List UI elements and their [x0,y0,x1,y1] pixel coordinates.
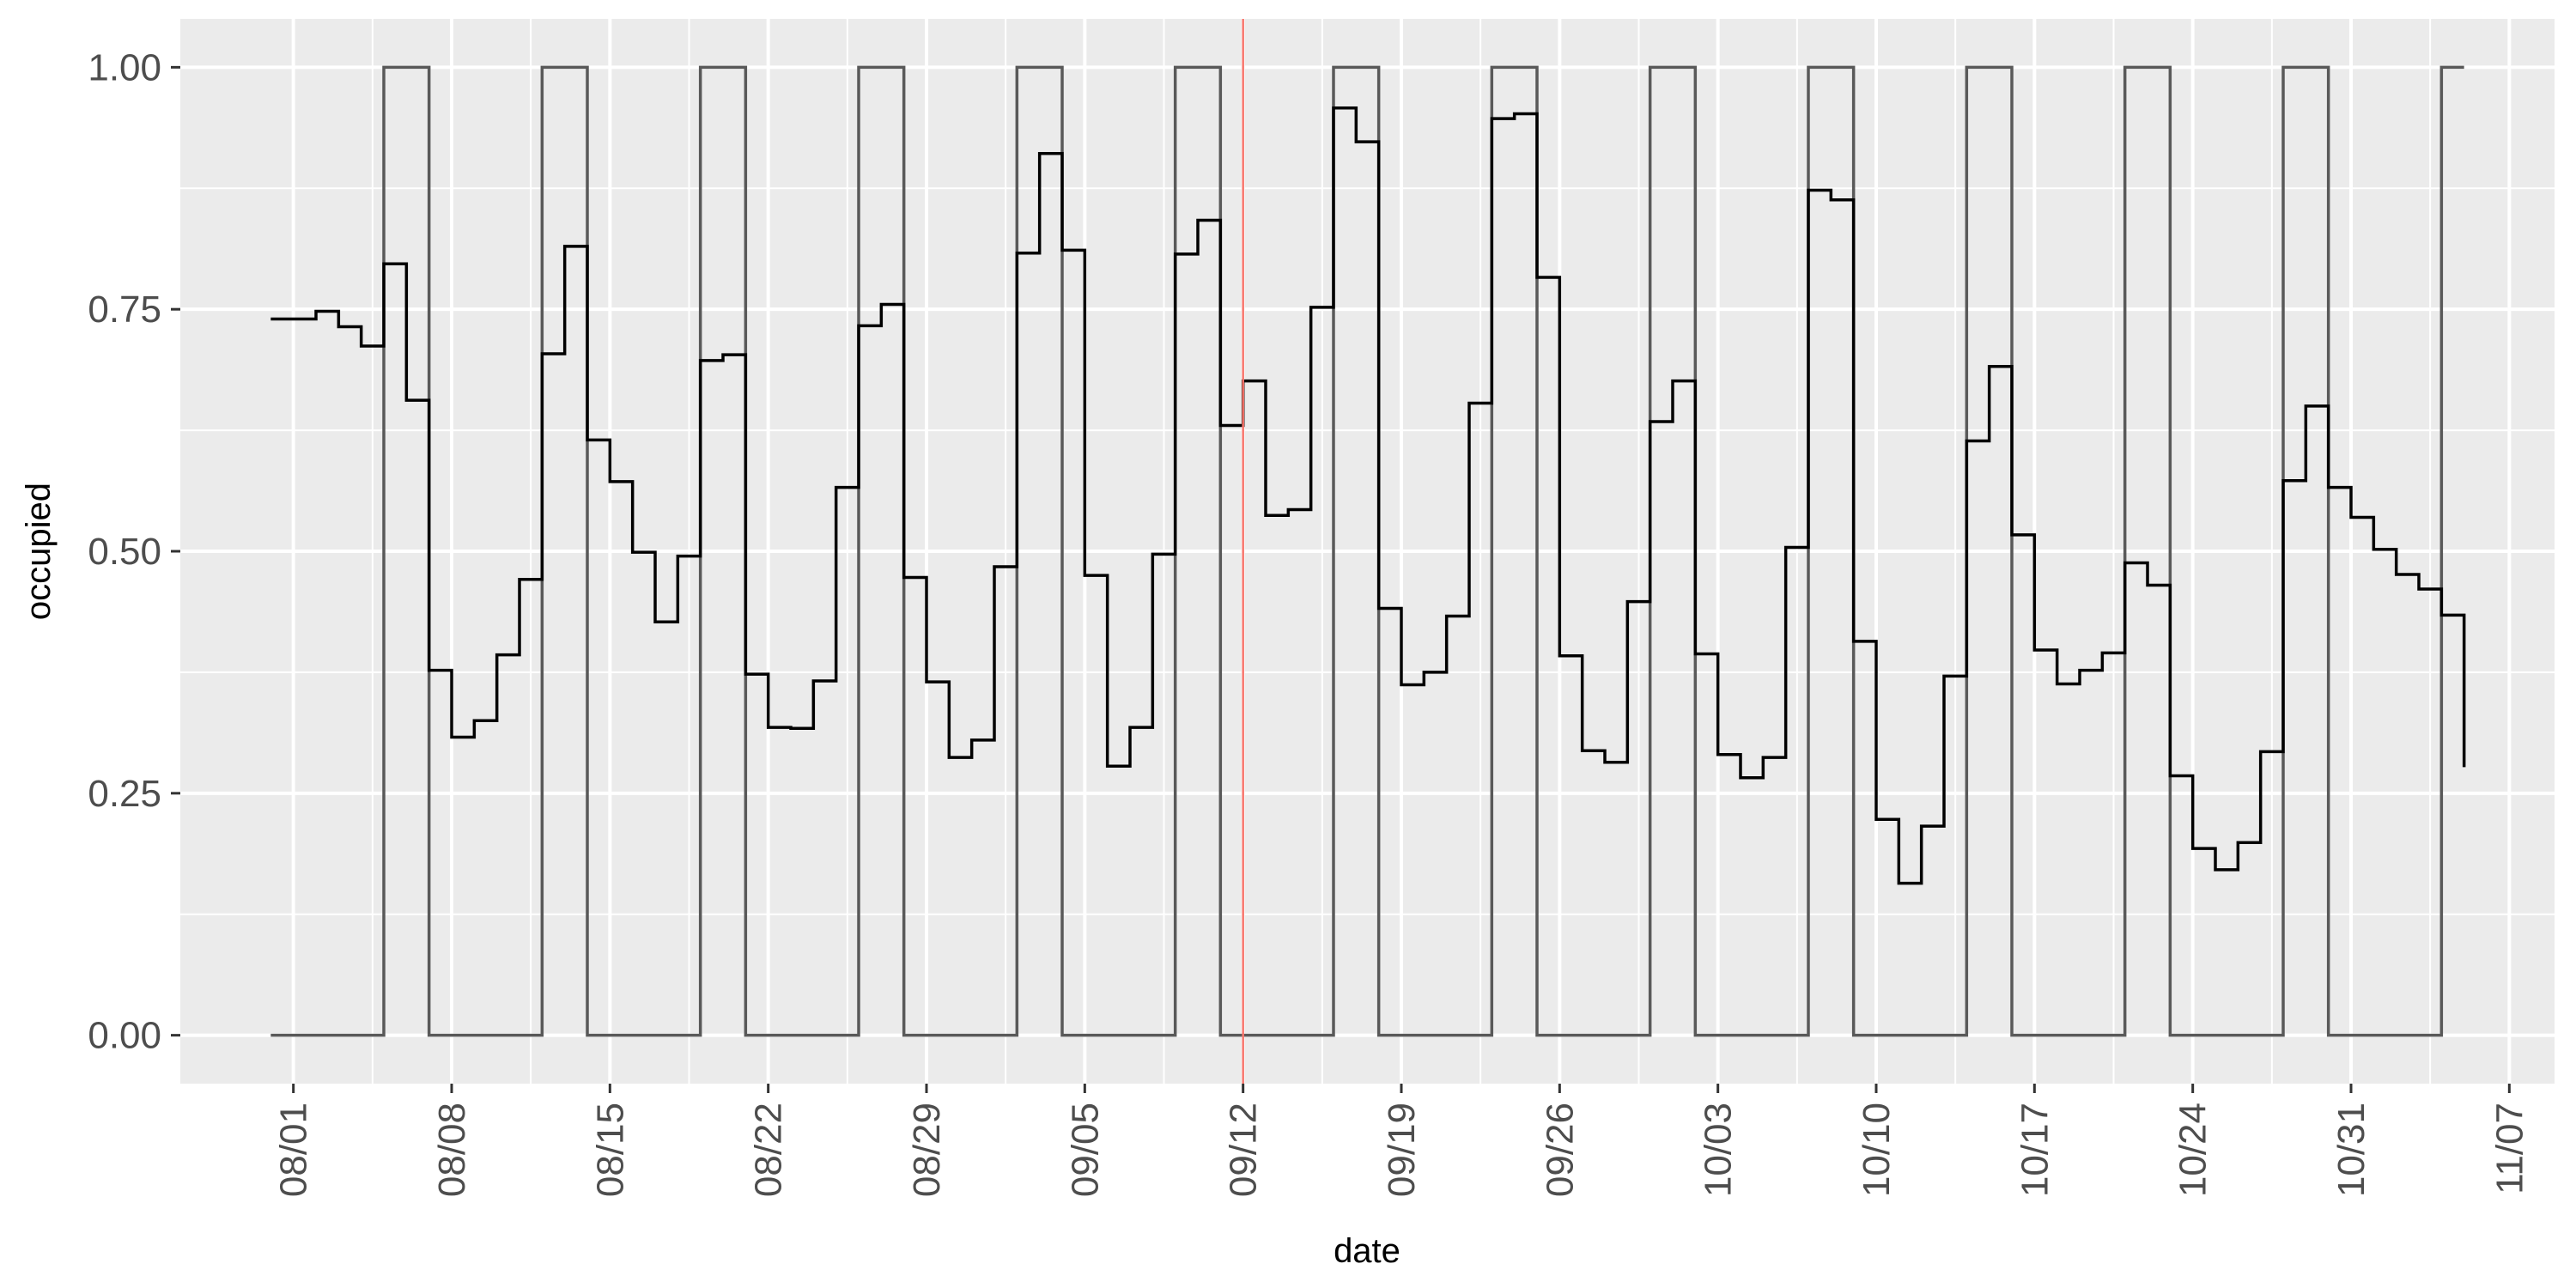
x-tick-label: 10/03 [1698,1103,1740,1197]
x-tick-label: 10/24 [2172,1103,2215,1197]
x-tick-label: 10/17 [2014,1103,2056,1197]
y-tick-label: 0.75 [88,289,161,331]
x-tick-label: 09/05 [1064,1103,1106,1197]
x-tick-label: 08/29 [906,1103,948,1197]
y-tick-label: 0.50 [88,531,161,573]
x-tick-label: 08/01 [273,1103,315,1197]
x-tick-label: 10/10 [1856,1103,1898,1197]
x-tick-label: 11/07 [2488,1103,2530,1194]
series-layer [270,65,2466,1037]
occupied-series-line [270,106,2466,885]
x-tick-label: 09/12 [1223,1103,1265,1197]
major-gridlines [180,19,2555,1084]
y-tick-label: 1.00 [88,46,161,88]
x-tick-label: 09/26 [1539,1103,1581,1197]
x-tick-label: 10/31 [2330,1103,2372,1197]
x-tick-label: 08/22 [748,1103,790,1197]
x-tick-label: 09/19 [1381,1103,1423,1197]
x-axis: 08/01 08/08 08/15 08/22 08/29 09/05 09/12 09/19… [273,1084,2530,1197]
y-axis-title: occupied [20,483,58,620]
y-axis: 0.00 0.25 0.50 0.75 1.00 [88,46,180,1057]
x-tick-label: 08/15 [589,1103,631,1197]
y-tick-label: 0.25 [88,773,161,815]
x-tick-label: 08/08 [431,1103,473,1197]
x-axis-title: date [1334,1232,1400,1270]
y-tick-label: 0.00 [88,1015,161,1057]
